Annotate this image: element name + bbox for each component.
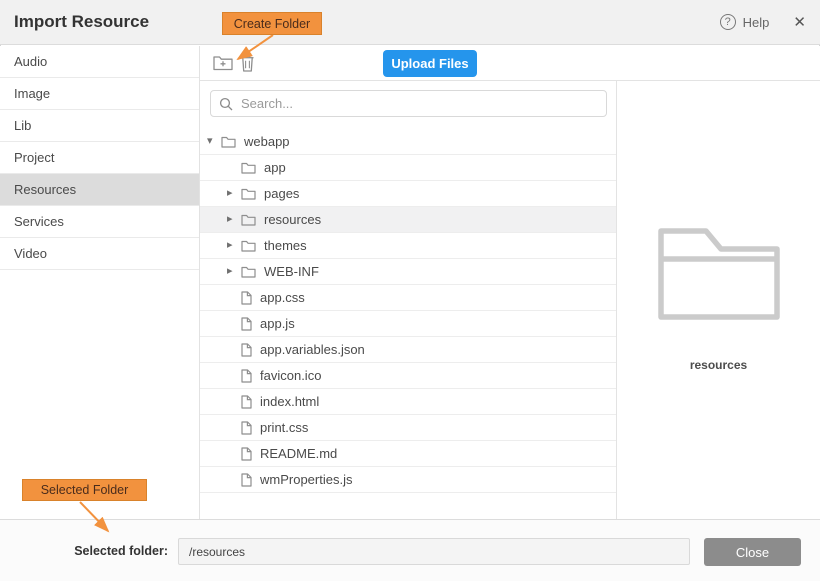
tree-item-label: app.js bbox=[260, 316, 295, 331]
tree-item-themes[interactable]: ▸ themes bbox=[200, 233, 616, 259]
close-icon[interactable]: ✕ bbox=[793, 13, 806, 31]
header-actions: ? Help ✕ bbox=[719, 0, 806, 44]
sidebar-item-label: Audio bbox=[14, 54, 48, 69]
preview-folder-name: resources bbox=[689, 358, 748, 372]
tree-item-app.css[interactable]: app.css bbox=[200, 285, 616, 311]
caret-down-icon[interactable]: ▾ bbox=[207, 135, 213, 147]
tree-item-webapp[interactable]: ▾ webapp bbox=[200, 129, 616, 155]
folder-icon bbox=[241, 266, 256, 278]
search-box bbox=[210, 90, 607, 117]
sidebar-item-project[interactable]: Project bbox=[0, 142, 199, 174]
tree-item-label: pages bbox=[264, 186, 300, 201]
close-button[interactable]: Close bbox=[704, 538, 801, 566]
caret-right-icon[interactable]: ▸ bbox=[227, 213, 233, 225]
tree-item-index.html[interactable]: index.html bbox=[200, 389, 616, 415]
file-icon bbox=[241, 472, 252, 487]
caret-right-icon[interactable]: ▸ bbox=[227, 265, 233, 277]
tree-item-label: resources bbox=[264, 212, 322, 227]
file-tree-panel: ▾ webapp app ▸ pages ▸ resources ▸ themes ▸ WEB-IN… bbox=[200, 81, 616, 519]
sidebar-item-label: Project bbox=[14, 150, 55, 165]
help-icon[interactable]: ? bbox=[719, 14, 736, 30]
tree-item-app.variables.json[interactable]: app.variables.json bbox=[200, 337, 616, 363]
file-icon bbox=[241, 290, 252, 305]
tree-item-label: webapp bbox=[244, 134, 290, 149]
create-folder-button[interactable] bbox=[213, 55, 233, 71]
tree-item-app[interactable]: app bbox=[200, 155, 616, 181]
tree-item-label: app bbox=[264, 160, 286, 175]
tree-item-label: app.css bbox=[260, 290, 305, 305]
folder-icon bbox=[241, 240, 256, 252]
create-folder-annotation: Create Folder bbox=[222, 12, 322, 35]
selected-folder-annotation: Selected Folder bbox=[22, 479, 147, 501]
file-toolbar: Upload Files bbox=[200, 46, 820, 81]
caret-right-icon[interactable]: ▸ bbox=[227, 239, 233, 251]
create-folder-arrow bbox=[236, 34, 274, 61]
sidebar-item-label: Lib bbox=[14, 118, 32, 133]
sidebar-item-label: Image bbox=[14, 86, 51, 101]
tree-item-label: WEB-INF bbox=[264, 264, 319, 279]
tree-item-label: README.md bbox=[260, 446, 338, 461]
tree-item-README.md[interactable]: README.md bbox=[200, 441, 616, 467]
tree-item-pages[interactable]: ▸ pages bbox=[200, 181, 616, 207]
tree-item-label: favicon.ico bbox=[260, 368, 322, 383]
selected-folder-label: Selected folder: bbox=[74, 543, 168, 558]
tree-item-app.js[interactable]: app.js bbox=[200, 311, 616, 337]
folder-icon bbox=[221, 136, 236, 148]
sidebar: Audio Image Lib Project Resources Services Vid… bbox=[0, 46, 200, 519]
file-icon bbox=[241, 446, 252, 461]
big-folder-icon bbox=[657, 228, 780, 325]
tree-item-label: print.css bbox=[260, 420, 309, 435]
selected-folder-arrow bbox=[79, 501, 110, 533]
sidebar-item-services[interactable]: Services bbox=[0, 206, 199, 238]
sidebar-item-image[interactable]: Image bbox=[0, 78, 199, 110]
selected-folder-input[interactable] bbox=[178, 538, 690, 565]
tree-item-label: themes bbox=[264, 238, 307, 253]
sidebar-item-resources[interactable]: Resources bbox=[0, 174, 199, 206]
search-icon bbox=[219, 97, 233, 110]
tree-item-label: wmProperties.js bbox=[260, 472, 353, 487]
dialog-footer: Selected folder: Close bbox=[0, 519, 820, 581]
upload-files-button[interactable]: Upload Files bbox=[383, 50, 477, 77]
tree-item-wmProperties.js[interactable]: wmProperties.js bbox=[200, 467, 616, 493]
tree-item-label: index.html bbox=[260, 394, 320, 409]
sidebar-item-label: Resources bbox=[14, 182, 77, 197]
folder-icon bbox=[241, 214, 256, 226]
search-input[interactable] bbox=[239, 95, 598, 112]
sidebar-item-video[interactable]: Video bbox=[0, 238, 199, 270]
sidebar-item-lib[interactable]: Lib bbox=[0, 110, 199, 142]
folder-plus-icon bbox=[213, 56, 233, 71]
file-icon bbox=[241, 368, 252, 383]
sidebar-item-label: Services bbox=[14, 214, 64, 229]
file-tree: ▾ webapp app ▸ pages ▸ resources ▸ themes ▸ WEB-IN… bbox=[200, 129, 616, 493]
tree-item-print.css[interactable]: print.css bbox=[200, 415, 616, 441]
dialog-header: Import Resource ? Help ✕ bbox=[0, 0, 820, 45]
folder-icon bbox=[241, 162, 256, 174]
file-icon bbox=[241, 394, 252, 409]
page-title: Import Resource bbox=[14, 12, 150, 31]
file-icon bbox=[241, 420, 252, 435]
tree-item-favicon.ico[interactable]: favicon.ico bbox=[200, 363, 616, 389]
preview-panel: resources bbox=[616, 81, 820, 519]
file-icon bbox=[241, 316, 252, 331]
tree-item-label: app.variables.json bbox=[260, 342, 365, 357]
folder-icon bbox=[241, 188, 256, 200]
tree-item-WEB-INF[interactable]: ▸ WEB-INF bbox=[200, 259, 616, 285]
sidebar-item-audio[interactable]: Audio bbox=[0, 46, 199, 78]
file-icon bbox=[241, 342, 252, 357]
caret-right-icon[interactable]: ▸ bbox=[227, 187, 233, 199]
sidebar-item-label: Video bbox=[14, 246, 48, 261]
tree-item-resources[interactable]: ▸ resources bbox=[200, 207, 616, 233]
help-link[interactable]: Help bbox=[742, 14, 770, 30]
